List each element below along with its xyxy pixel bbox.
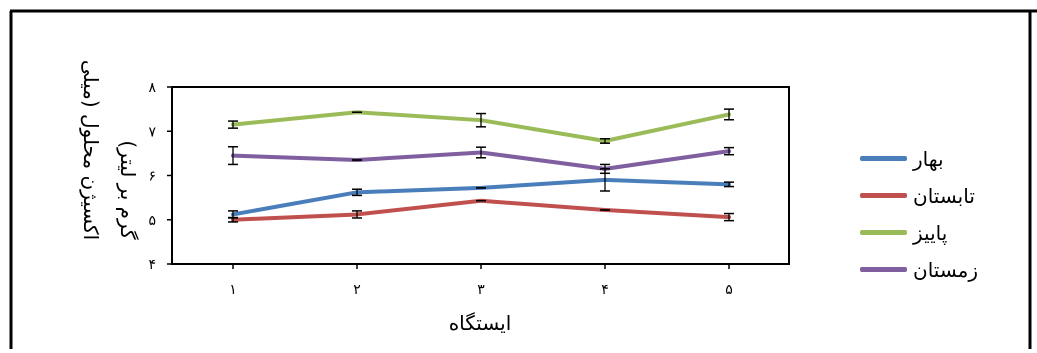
x-tick-label: ۴ xyxy=(601,282,609,298)
y-axis-title-line1: اکسیژن محلول (میلی xyxy=(79,59,103,241)
y-axis: ۴ ۵ ۶ ۷ ۸ xyxy=(148,80,172,273)
y-tick-label: ۷ xyxy=(148,124,156,140)
error-bar xyxy=(352,188,362,197)
legend-label-spring: بهار xyxy=(913,146,944,171)
legend-label-winter: زمستان xyxy=(913,257,979,282)
legend-item-autumn: پاییز xyxy=(860,214,978,251)
error-bar xyxy=(600,138,610,144)
x-tick-label: ۵ xyxy=(725,282,733,298)
error-bar xyxy=(228,120,238,129)
y-tick-label: ۴ xyxy=(148,257,156,273)
error-bar xyxy=(476,146,486,159)
legend-label-autumn: پاییز xyxy=(913,220,948,245)
error-bar xyxy=(476,112,486,128)
y-tick-label: ۸ xyxy=(148,80,156,96)
legend-item-summer: تابستان xyxy=(860,177,978,214)
legend-item-spring: بهار xyxy=(860,140,978,177)
series-group xyxy=(228,108,734,223)
error-bar xyxy=(724,212,734,222)
error-bar xyxy=(228,145,238,166)
y-tick-label: ۶ xyxy=(148,169,156,185)
legend-item-winter: زمستان xyxy=(860,251,978,288)
y-tick-label: ۵ xyxy=(148,213,156,229)
x-tick-label: ۳ xyxy=(477,282,485,298)
error-bar xyxy=(724,146,734,156)
legend-label-summer: تابستان xyxy=(913,183,975,208)
x-axis: ۱ ۲ ۳ ۴ ۵ xyxy=(229,264,733,298)
legend-swatch-winter xyxy=(860,267,907,272)
y-axis-title-line2: گرم بر لیتر) xyxy=(116,140,140,240)
x-tick-label: ۲ xyxy=(353,282,361,298)
x-axis-title: ایستگاه xyxy=(449,311,512,335)
legend-swatch-spring xyxy=(860,156,907,161)
series-line-0 xyxy=(231,177,731,217)
legend-swatch-autumn xyxy=(860,230,907,235)
series-line-1 xyxy=(231,198,731,222)
legend: بهار تابستان پاییز زمستان xyxy=(860,140,978,288)
error-bar xyxy=(724,108,734,121)
legend-swatch-summer xyxy=(860,193,907,198)
error-bar xyxy=(724,181,734,188)
error-bar xyxy=(352,210,362,219)
error-bar xyxy=(228,216,238,223)
x-tick-label: ۱ xyxy=(229,282,237,298)
error-bar xyxy=(600,163,610,175)
